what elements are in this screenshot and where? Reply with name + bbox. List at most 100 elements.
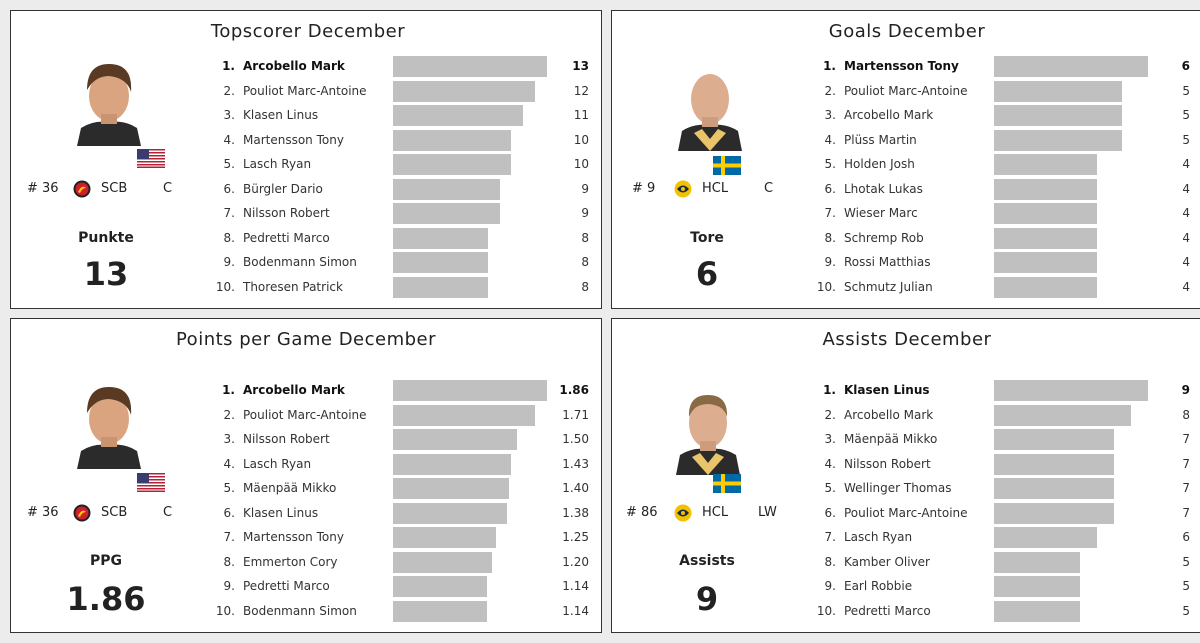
player-name-label: Mäenpää Mikko — [243, 481, 337, 495]
list-item: 10. Schmutz Julian 4 — [612, 276, 1200, 298]
value-bar — [393, 178, 500, 200]
assists-panel: Assists December # 86 HCL LW Assists 9 1… — [611, 318, 1200, 633]
value-bar — [994, 502, 1114, 524]
list-item: 10. Thoresen Patrick 8 — [11, 276, 601, 298]
player-name-label: Lasch Ryan — [243, 157, 312, 171]
value-label: 4 — [1182, 230, 1190, 245]
value-label: 4 — [1182, 206, 1190, 220]
list-item: 4. Lasch Ryan 1.43 — [11, 453, 601, 475]
list-item: 6. Klasen Linus 1.38 — [11, 502, 601, 524]
rank-label: 10. — [215, 603, 235, 618]
player-name-label: Arcobello Mark — [243, 383, 345, 397]
player-name-label: Pouliot Marc-Antoine — [844, 505, 968, 520]
player-name-label: Martensson Tony — [243, 132, 344, 147]
rank-label: 1. — [823, 59, 836, 73]
value-label: 4 — [1182, 279, 1190, 294]
topscorer-panel: Topscorer December # 36 — [10, 10, 602, 309]
value-bar — [393, 453, 511, 475]
panel-title: Topscorer December — [210, 21, 406, 42]
value-bar — [393, 600, 487, 622]
player-name-label: Lasch Ryan — [844, 530, 913, 544]
list-item: 7. Lasch Ryan 6 — [612, 527, 1200, 548]
list-item: 2. Arcobello Mark 8 — [612, 404, 1200, 426]
scb-logo-icon — [73, 504, 91, 522]
value-label: 4 — [1182, 157, 1190, 171]
value-bar — [393, 154, 511, 175]
list-item: 8. Schremp Rob 4 — [612, 227, 1200, 249]
rank-label: 1. — [222, 383, 235, 397]
list-item: 4. Nilsson Robert 7 — [612, 453, 1200, 475]
panel-title: Goals December — [828, 21, 986, 42]
player-name-label: Earl Robbie — [844, 579, 913, 593]
player-photo — [73, 379, 145, 469]
stat-value: 6 — [695, 255, 719, 293]
player-name-label: Pedretti Marco — [243, 230, 330, 245]
value-label: 13 — [572, 59, 589, 73]
value-bar — [994, 478, 1114, 499]
rank-label: 2. — [824, 407, 836, 422]
player-name-label: Pouliot Marc-Antoine — [243, 83, 367, 98]
value-label: 12 — [573, 83, 589, 98]
sweden-flag-icon — [713, 156, 741, 175]
rank-label: 8. — [223, 230, 235, 245]
ranking-list: 1. Klasen Linus 9 2. Arcobello Mark 8 3. Mäenpä… — [612, 319, 1200, 632]
value-bar — [994, 154, 1097, 175]
player-name-label: Pedretti Marco — [243, 579, 330, 593]
value-label: 9 — [1181, 383, 1190, 397]
list-item: 1. Martensson Tony 6 — [612, 56, 1200, 77]
goals-panel: Goals December # 9 HCL C Tore 6 1. Marten… — [611, 10, 1200, 309]
list-item: 4. Plüss Martin 5 — [612, 129, 1200, 151]
player-name-label: Lasch Ryan — [243, 456, 312, 471]
team-abbreviation: HCL — [702, 181, 729, 196]
list-item: 9. Rossi Matthias 4 — [612, 252, 1200, 273]
ranking-list: 1. Arcobello Mark 1.86 2. Pouliot Marc-Antoi… — [11, 319, 601, 632]
player-name-label: Bürgler Dario — [243, 181, 323, 196]
player-name-label: Bodenmann Simon — [243, 255, 357, 269]
rank-label: 10. — [215, 279, 235, 294]
rank-label: 6. — [223, 505, 235, 520]
value-bar — [994, 429, 1114, 450]
value-bar — [994, 276, 1097, 298]
value-bar — [393, 429, 517, 450]
rank-label: 5. — [824, 157, 836, 171]
player-name-label: Thoresen Patrick — [243, 279, 343, 294]
stat-label: PPG — [89, 553, 122, 569]
player-name-label: Pouliot Marc-Antoine — [243, 407, 367, 422]
value-label: 5 — [1182, 132, 1190, 147]
rank-label: 5. — [223, 481, 235, 495]
value-bar — [994, 527, 1097, 548]
rank-label: 4. — [223, 132, 235, 147]
list-item: 10. Bodenmann Simon 1.14 — [11, 600, 601, 622]
value-bar — [994, 80, 1122, 102]
value-bar — [994, 551, 1080, 573]
rank-label: 4. — [824, 132, 836, 147]
value-label: 11 — [573, 108, 589, 122]
stat-label: Tore — [690, 230, 724, 246]
value-label: 1.71 — [562, 407, 589, 422]
rank-label: 9. — [824, 255, 836, 269]
player-name-label: Wieser Marc — [844, 206, 918, 220]
rank-label: 3. — [824, 432, 836, 446]
value-label: 7 — [1182, 456, 1190, 471]
player-name-label: Arcobello Mark — [844, 108, 934, 122]
list-item: 7. Martensson Tony 1.25 — [11, 527, 601, 548]
value-label: 7 — [1182, 505, 1190, 520]
value-bar — [994, 105, 1122, 126]
player-name-label: Arcobello Mark — [844, 407, 934, 422]
value-bar — [994, 404, 1131, 426]
value-bar — [994, 203, 1097, 224]
value-bar — [994, 129, 1122, 151]
rank-label: 7. — [223, 206, 235, 220]
value-bar — [994, 252, 1097, 273]
list-item: 10. Pedretti Marco 5 — [612, 600, 1200, 622]
value-bar — [994, 380, 1148, 401]
team-abbreviation: SCB — [101, 181, 128, 196]
value-label: 5 — [1182, 554, 1190, 569]
value-bar — [393, 80, 535, 102]
featured-player: # 86 HCL LW Assists 9 — [612, 319, 812, 632]
rank-label: 10. — [816, 279, 836, 294]
rank-label: 9. — [824, 579, 836, 593]
list-item: 6. Bürgler Dario 9 — [11, 178, 601, 200]
player-name-label: Nilsson Robert — [243, 206, 330, 220]
list-item: 7. Wieser Marc 4 — [612, 203, 1200, 224]
